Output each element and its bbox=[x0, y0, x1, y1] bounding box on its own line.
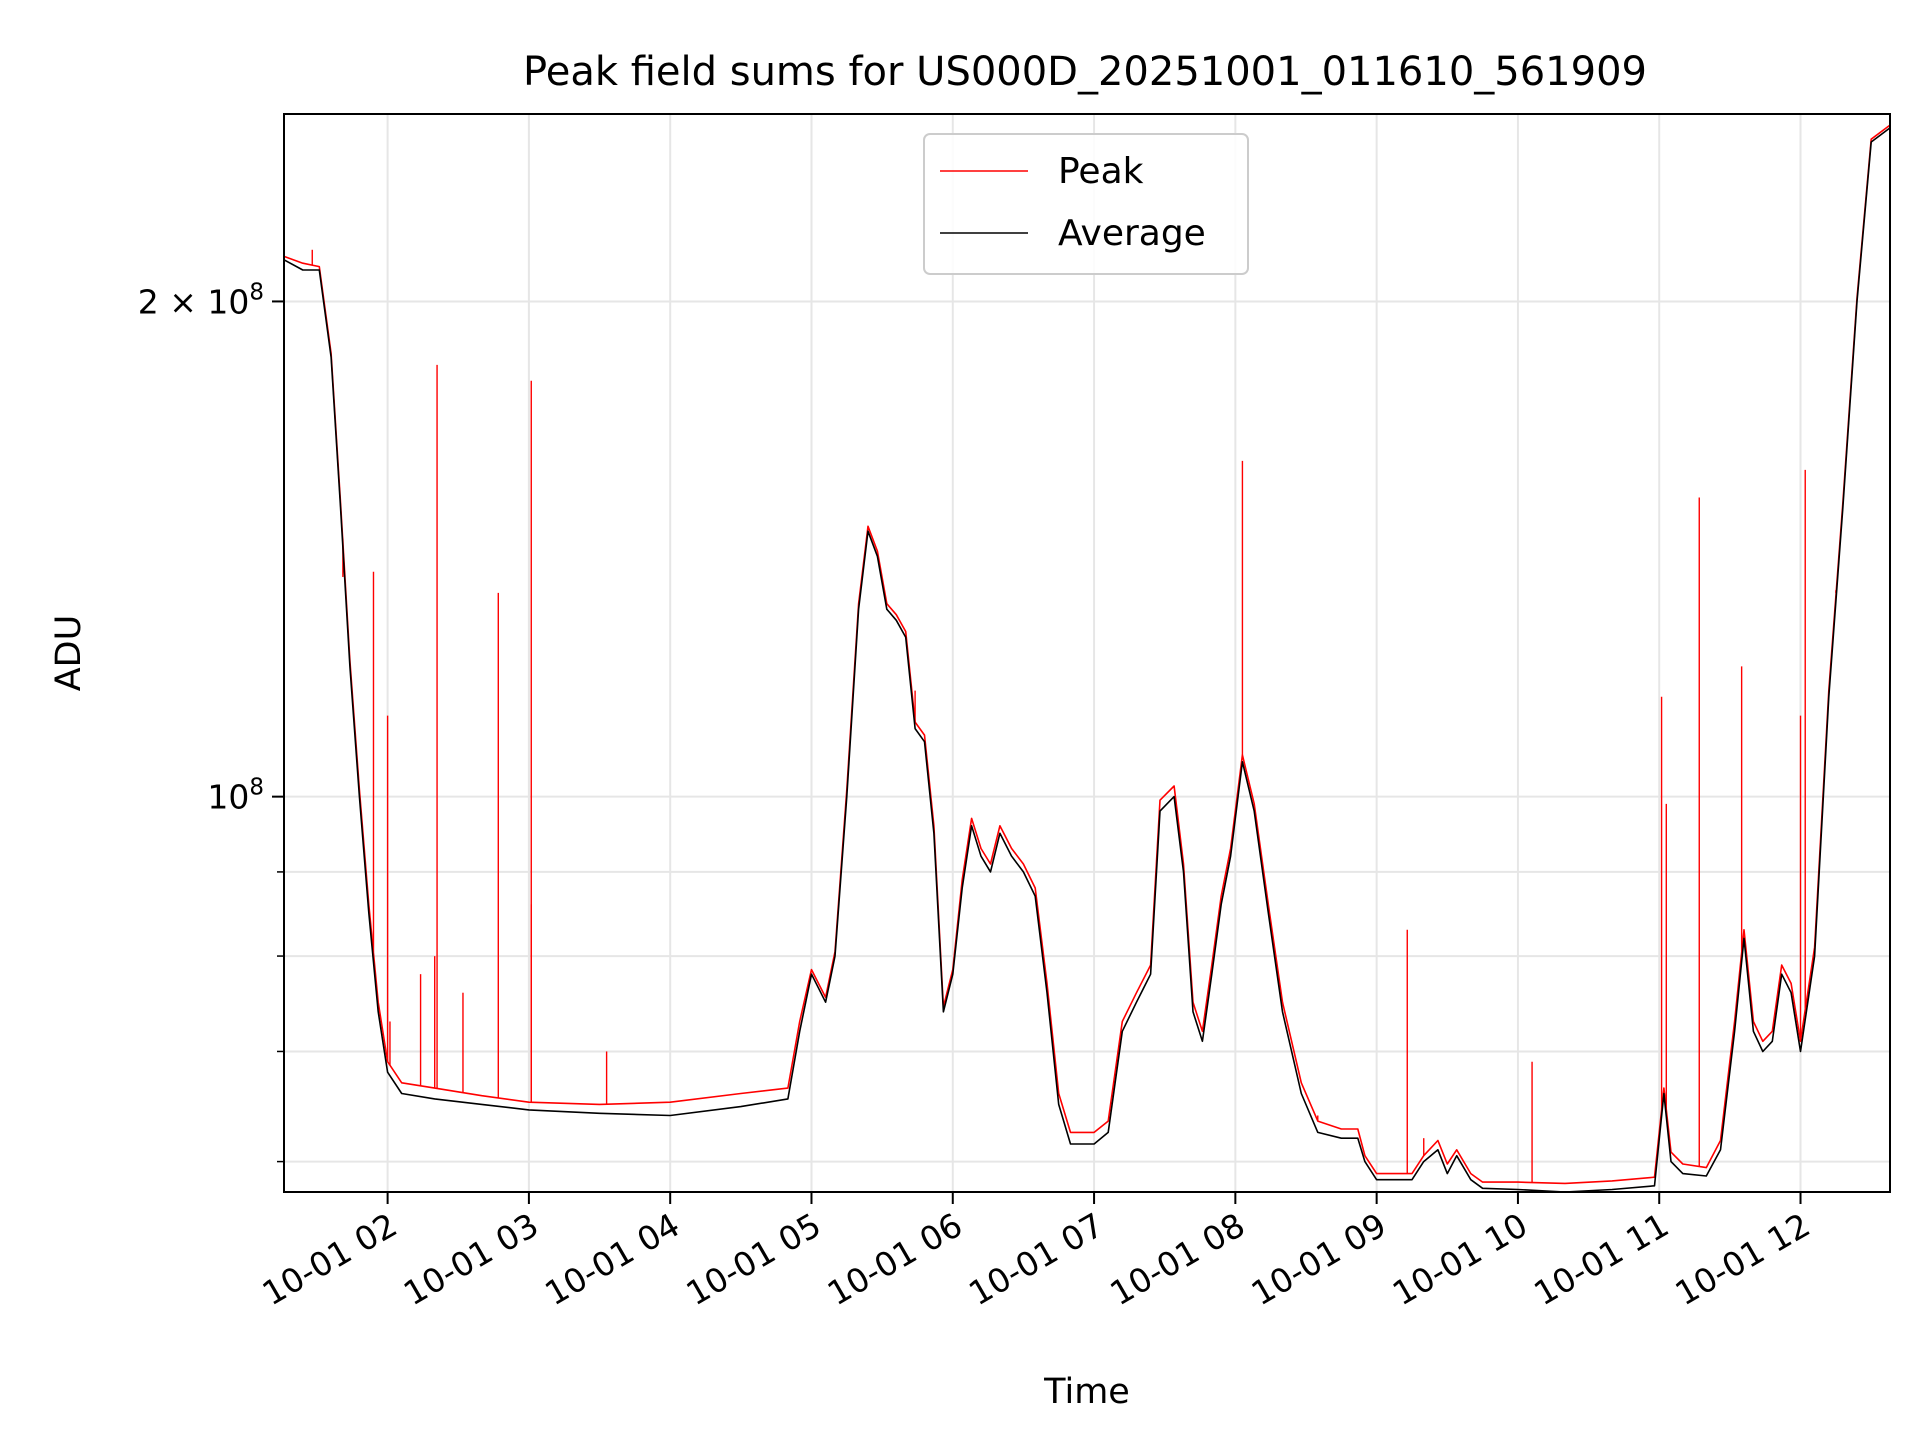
plot-area bbox=[283, 124, 1891, 1193]
legend-label-peak: Peak bbox=[1058, 151, 1144, 192]
y-tick-exponent: 8 bbox=[249, 775, 264, 801]
legend: Peak Average bbox=[923, 133, 1249, 275]
series-line-average bbox=[283, 127, 1891, 1193]
y-tick-exponent: 8 bbox=[249, 279, 264, 305]
y-tick-label: 2 × 108 bbox=[138, 279, 264, 321]
y-axis-label: ADU bbox=[49, 615, 89, 692]
legend-label-average: Average bbox=[1058, 213, 1206, 254]
series-line-peak bbox=[283, 124, 1891, 1185]
plot-frame bbox=[283, 113, 1891, 1193]
legend-frame bbox=[923, 133, 1249, 275]
chart-title: Peak field sums for US000D_20251001_0116… bbox=[523, 49, 1647, 95]
x-axis-label: Time bbox=[1043, 1372, 1130, 1412]
